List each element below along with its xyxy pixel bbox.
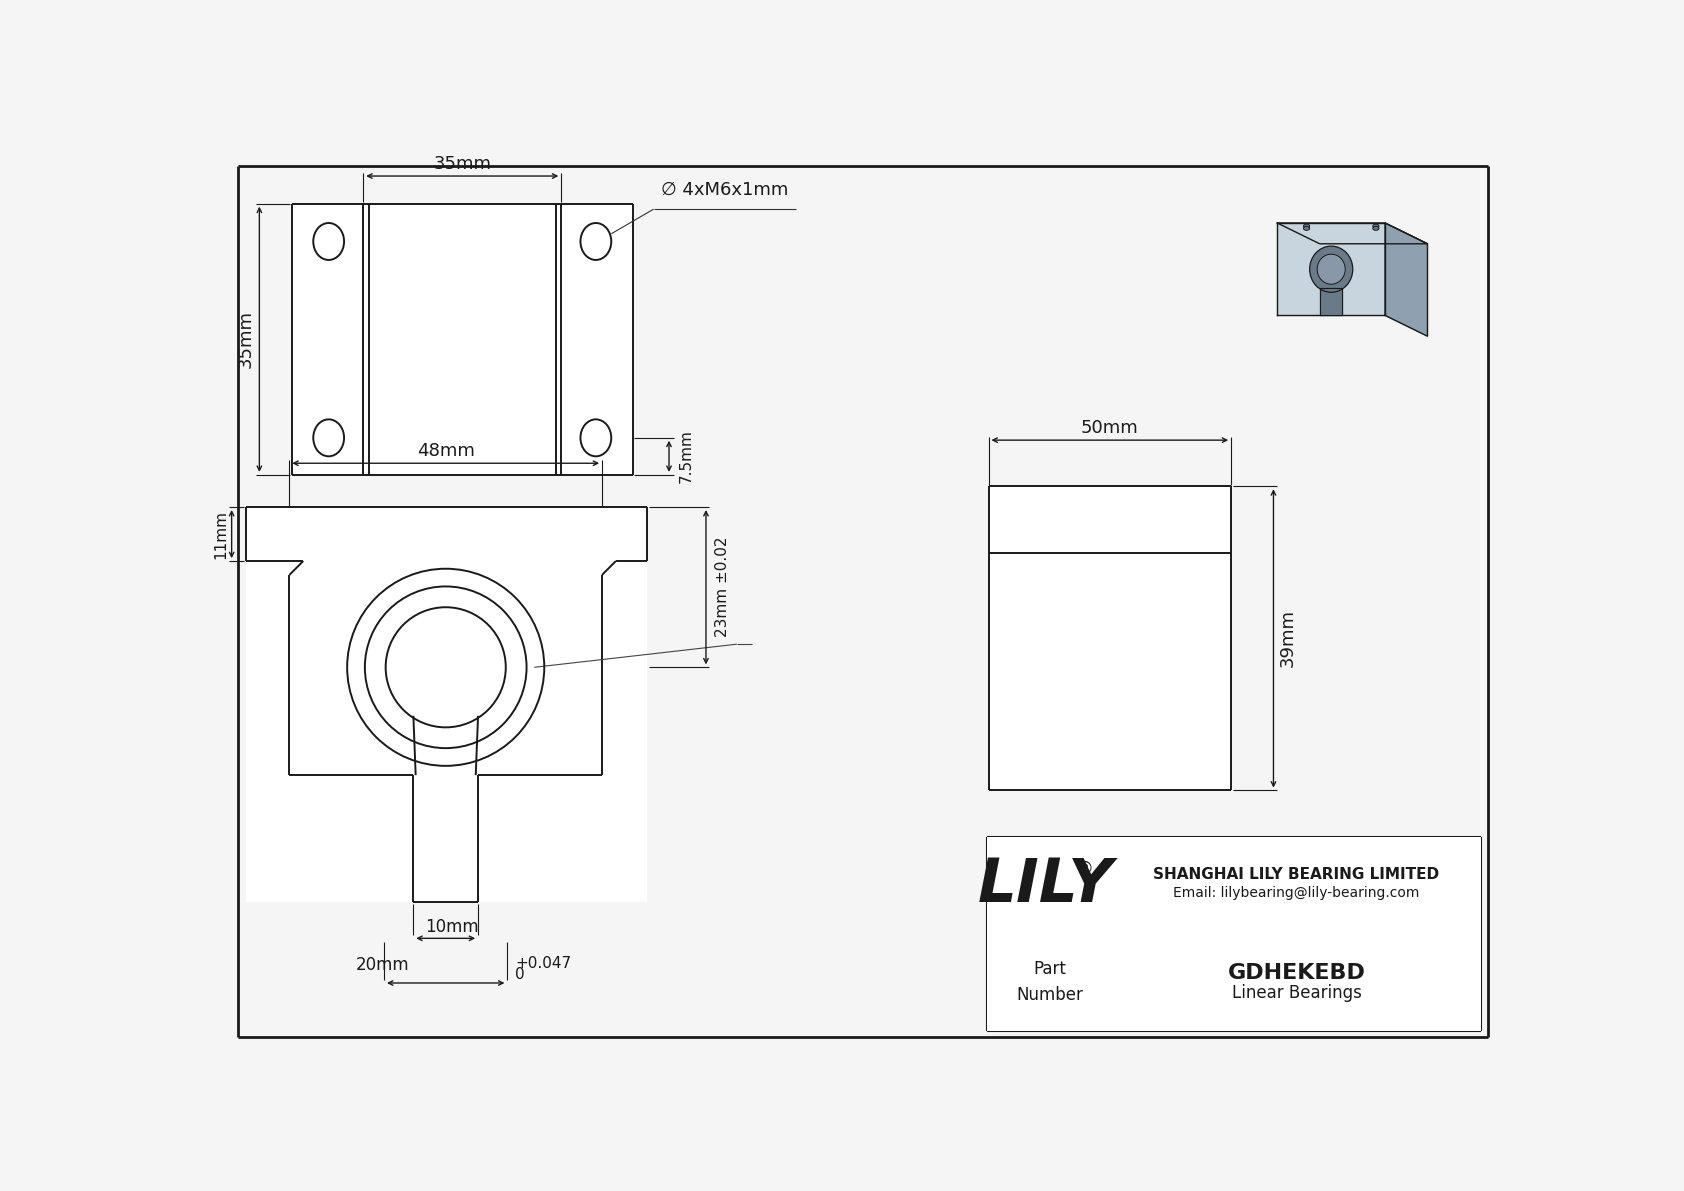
Text: Email: lilybearing@lily-bearing.com: Email: lilybearing@lily-bearing.com [1174,886,1420,900]
Text: Part
Number: Part Number [1015,960,1083,1004]
Text: 48mm: 48mm [416,442,475,460]
Text: 11mm: 11mm [214,510,229,559]
Text: 39mm: 39mm [1278,610,1297,667]
Text: GDHEKEBD: GDHEKEBD [1228,964,1366,983]
Bar [989,486,1231,791]
Text: 35mm: 35mm [433,155,492,173]
Text: Linear Bearings: Linear Bearings [1231,984,1361,1002]
Polygon shape [1276,223,1386,316]
Text: 0: 0 [515,967,525,983]
Text: 10mm: 10mm [424,918,478,936]
Text: 23mm ±0.02: 23mm ±0.02 [716,537,731,637]
Ellipse shape [1372,226,1379,230]
Ellipse shape [1310,247,1352,292]
Ellipse shape [1303,226,1310,230]
Text: 50mm: 50mm [1081,419,1138,437]
Text: SHANGHAI LILY BEARING LIMITED: SHANGHAI LILY BEARING LIMITED [1154,867,1440,881]
Text: +0.047: +0.047 [515,955,571,971]
Text: LILY: LILY [978,855,1113,915]
Ellipse shape [1317,254,1346,285]
Ellipse shape [1372,224,1379,227]
Bar [291,204,633,475]
Polygon shape [1320,288,1342,316]
Text: 35mm: 35mm [236,311,254,368]
Text: ∅ 4xM6x1mm: ∅ 4xM6x1mm [660,180,788,199]
Text: ®: ® [1074,859,1093,878]
Polygon shape [1386,223,1428,336]
Text: 20mm: 20mm [355,955,409,974]
Text: 7.5mm: 7.5mm [679,430,694,484]
Bar [246,507,647,902]
Bar [987,837,1482,1030]
Ellipse shape [1303,224,1310,227]
Polygon shape [1276,223,1428,244]
